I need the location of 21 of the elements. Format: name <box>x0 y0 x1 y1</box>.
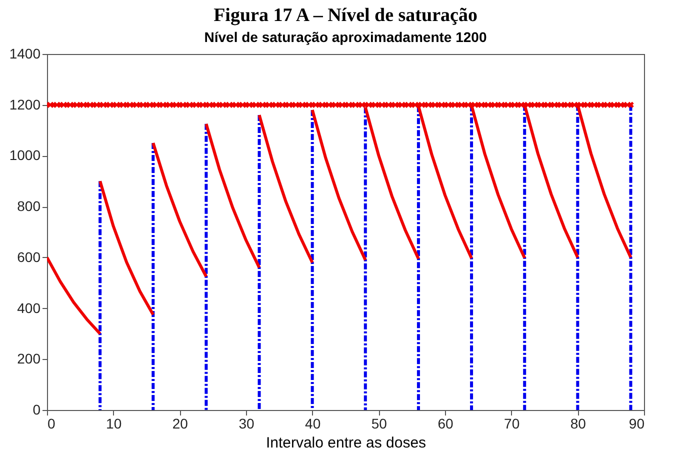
y-tick-label: 800 <box>17 198 41 214</box>
x-tick-label: 10 <box>106 416 122 432</box>
x-tick-label: 90 <box>628 416 645 432</box>
y-tick-label: 1000 <box>9 147 41 164</box>
y-tick-label: 0 <box>32 402 41 418</box>
y-tick-label: 1200 <box>9 96 41 112</box>
x-tick-label: 60 <box>438 416 454 432</box>
x-tick-label: 80 <box>570 416 586 432</box>
chart-title: Figura 17 A – Nível de saturação <box>214 5 478 26</box>
x-tick-label: 30 <box>238 416 254 432</box>
x-tick-label: 40 <box>305 416 321 432</box>
y-tick-label: 400 <box>17 300 41 316</box>
x-tick-label: 50 <box>371 416 388 432</box>
x-axis-title: Intervalo entre as doses <box>266 434 426 452</box>
chart-subtitle: Nível de saturação aproximadamente 1200 <box>204 29 487 45</box>
y-tick-label: 600 <box>17 248 41 265</box>
y-tick-label: 200 <box>17 350 41 367</box>
x-tick-label: 70 <box>504 416 520 432</box>
x-tick-label: 20 <box>172 416 188 432</box>
x-tick-label: 0 <box>48 416 56 432</box>
y-tick-label: 1400 <box>9 46 41 62</box>
